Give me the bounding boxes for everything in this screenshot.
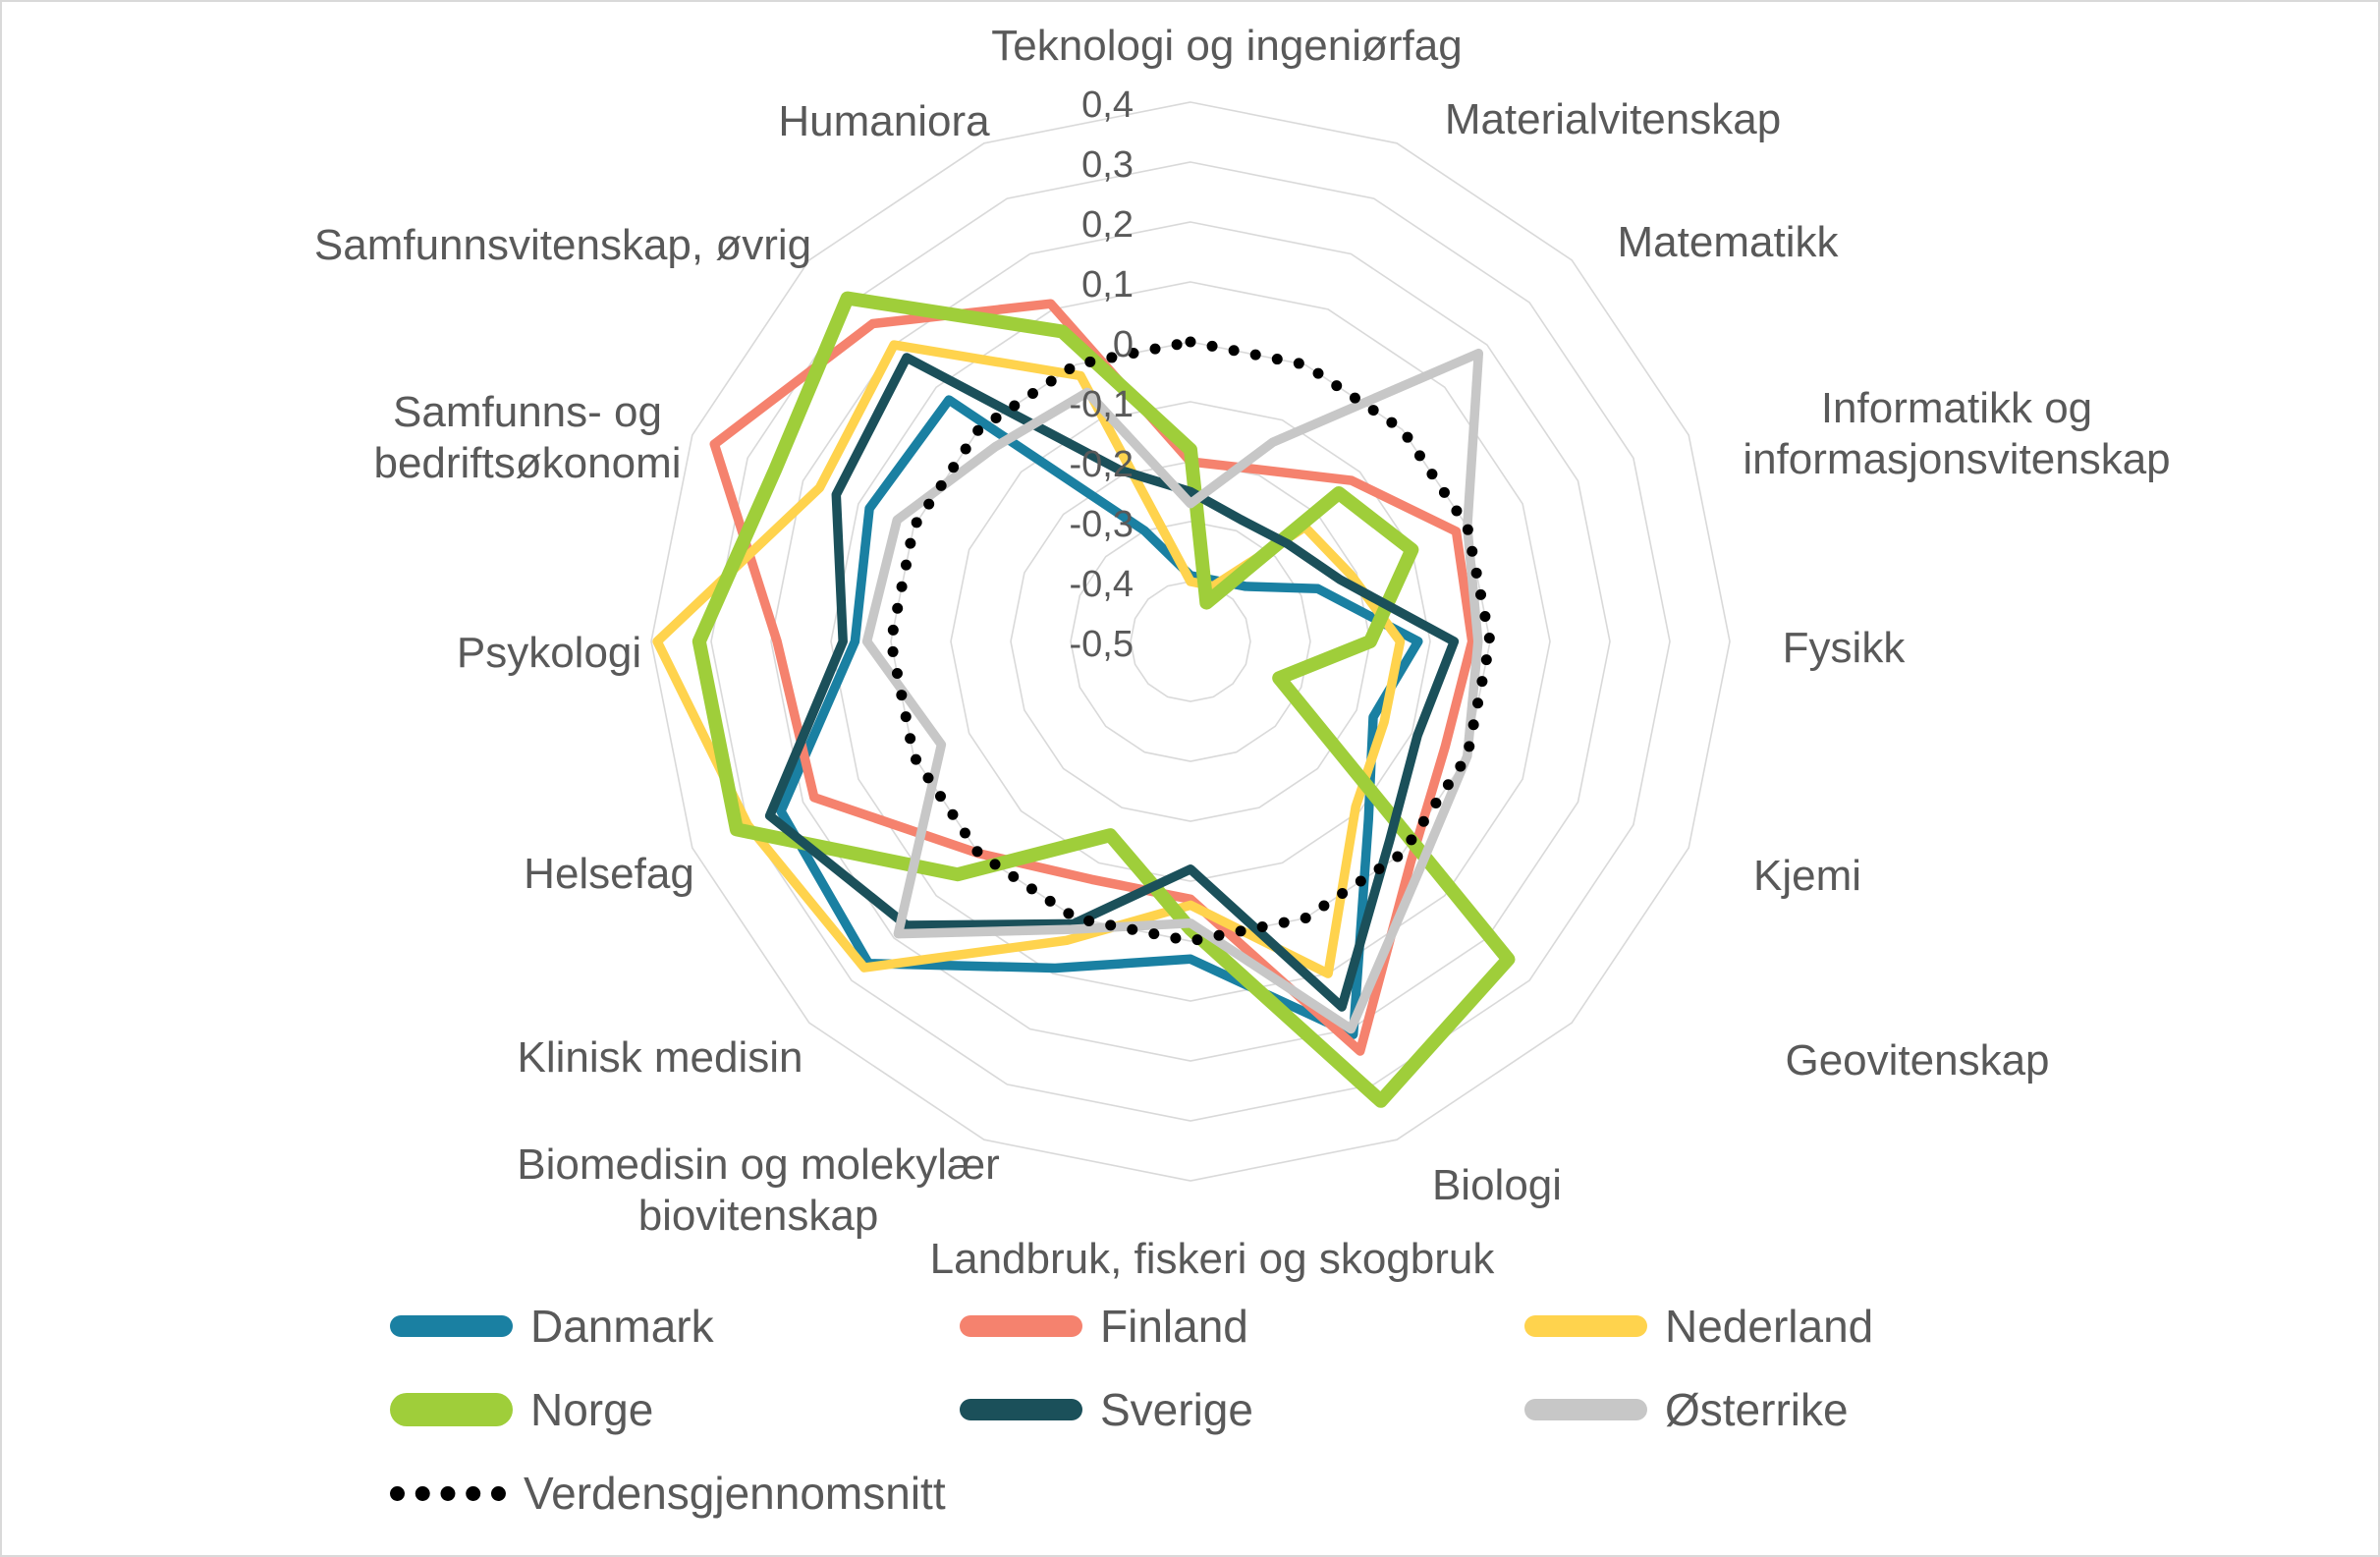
- legend-swatch: [390, 1393, 513, 1426]
- category-label-15: Samfunnsvitenskap, øvrig: [313, 221, 812, 270]
- grid-ring: [770, 221, 1611, 1062]
- grid-ring: [1010, 461, 1371, 822]
- series-line-norge: [692, 291, 1516, 1108]
- grid-ring: [710, 161, 1671, 1122]
- legend-item-finland: Finland: [960, 1300, 1248, 1353]
- category-label-13: Psykologi: [456, 629, 642, 678]
- legend-item-nederland: Nederland: [1524, 1300, 1873, 1353]
- axis-tick-label: 0,3: [1081, 144, 1134, 186]
- legend-swatch: [960, 1315, 1082, 1337]
- axis-tick-label: -0,3: [1070, 504, 1134, 545]
- category-label-4: Informatikk og informasjonsvitenskap: [1743, 384, 2171, 483]
- legend-label: Danmark: [530, 1301, 714, 1352]
- legend-label: Sverige: [1100, 1384, 1253, 1435]
- axis-tick-label: 0: [1113, 324, 1134, 365]
- category-label-7: Geovitenskap: [1785, 1036, 2050, 1085]
- series-line-verdensgjennomsnitt: [885, 336, 1496, 947]
- legend-swatch: [960, 1399, 1082, 1420]
- legend-swatch: [390, 1485, 506, 1501]
- category-label-8: Biologi: [1431, 1161, 1563, 1210]
- legend-item-danmark: Danmark: [390, 1300, 714, 1353]
- axis-tick-label: -0,4: [1070, 564, 1134, 605]
- axis-tick-label: -0,5: [1070, 624, 1134, 665]
- series-line-finland: [709, 299, 1477, 1056]
- legend-item-sverige: Sverige: [960, 1383, 1253, 1436]
- series-line-danmark: [776, 395, 1423, 1039]
- category-label-14: Samfunns- og bedriftsøkonomi: [373, 388, 682, 487]
- axis-tick-label: -0,2: [1070, 444, 1134, 485]
- category-label-12: Helsefag: [524, 850, 694, 899]
- category-label-1: Teknologi og ingeniørfag: [991, 22, 1463, 71]
- category-label-2: Materialvitenskap: [1444, 95, 1782, 144]
- axis-tick-label: 0,4: [1081, 84, 1134, 126]
- legend-label: Finland: [1100, 1301, 1248, 1352]
- category-label-6: Kjemi: [1752, 852, 1862, 901]
- grid-ring: [830, 281, 1551, 1002]
- legend-swatch: [1524, 1315, 1647, 1337]
- legend-swatch: [390, 1315, 513, 1337]
- legend-item-verdensgjennomsnitt: Verdensgjennomsnitt: [390, 1467, 946, 1520]
- category-label-10: Biomedisin og molekylær biovitenskap: [517, 1140, 1000, 1240]
- category-label-9: Landbruk, fiskeri og skogbruk: [929, 1235, 1495, 1284]
- legend-item--sterrike: Østerrike: [1524, 1383, 1849, 1436]
- axis-tick-label: 0,2: [1081, 204, 1134, 246]
- category-label-5: Fysikk: [1782, 624, 1906, 673]
- grid-ring: [650, 101, 1731, 1182]
- legend-label: Norge: [530, 1384, 654, 1435]
- legend-item-norge: Norge: [390, 1383, 653, 1436]
- grid-ring: [950, 401, 1431, 882]
- legend-label: Nederland: [1665, 1301, 1874, 1352]
- series-line-sverige: [764, 353, 1460, 1012]
- category-label-11: Klinisk medisin: [517, 1033, 803, 1083]
- legend-label: Verdensgjennomsnitt: [524, 1468, 946, 1519]
- axis-tick-label: -0,1: [1070, 384, 1134, 425]
- legend-swatch: [1524, 1399, 1647, 1420]
- axis-tick-label: 0,1: [1081, 264, 1134, 306]
- grid-ring: [1070, 521, 1311, 762]
- series-line-nederland: [652, 340, 1406, 978]
- series-line--sterrike: [861, 348, 1484, 1034]
- category-label-3: Matematikk: [1617, 218, 1839, 267]
- category-label-16: Humaniora: [778, 97, 990, 146]
- grid-ring: [1130, 581, 1251, 702]
- legend-label: Østerrike: [1665, 1384, 1849, 1435]
